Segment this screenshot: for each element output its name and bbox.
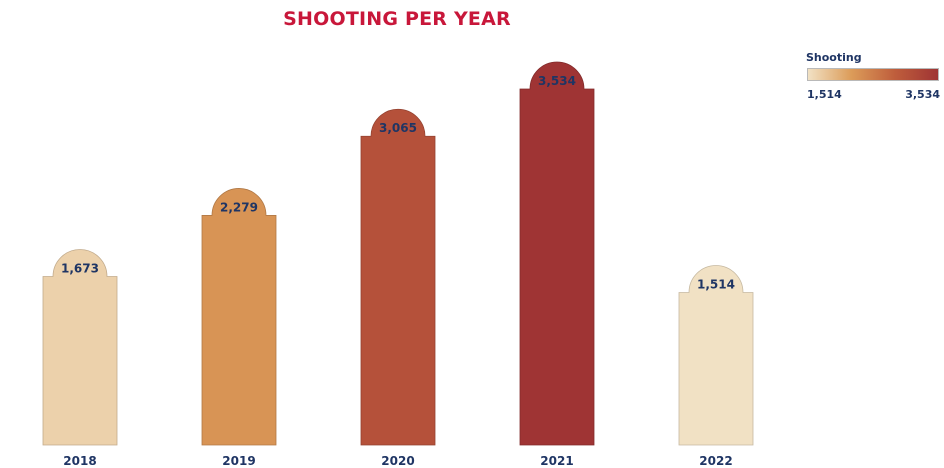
bar-2019[interactable] — [201, 188, 277, 446]
x-tick-2021: 2021 — [540, 454, 573, 468]
legend-gradient-bar — [807, 68, 939, 81]
value-label-2018: 1,673 — [61, 261, 99, 275]
value-label-2019: 2,279 — [220, 200, 258, 214]
legend-min-label: 1,514 — [807, 88, 842, 101]
bar-2020[interactable] — [360, 108, 436, 446]
value-label-2020: 3,065 — [379, 121, 417, 135]
bar-2018[interactable] — [42, 249, 118, 446]
x-tick-2019: 2019 — [222, 454, 255, 468]
value-label-2022: 1,514 — [697, 277, 735, 291]
x-axis-ticks: 2018 2019 2020 2021 2022 — [63, 454, 732, 468]
color-legend: Shooting 1,514 3,534 — [806, 51, 940, 103]
value-label-2021: 3,534 — [538, 74, 576, 88]
legend-max-label: 3,534 — [905, 88, 940, 101]
bar-2022[interactable] — [678, 265, 754, 446]
x-tick-2022: 2022 — [699, 454, 732, 468]
chart-title: SHOOTING PER YEAR — [283, 8, 511, 30]
labels-layer: 1,673 2,279 3,065 3,534 1,514 — [61, 74, 735, 291]
x-tick-2020: 2020 — [381, 454, 414, 468]
legend-title: Shooting — [806, 51, 862, 64]
bars-layer — [42, 61, 754, 446]
bar-2021[interactable] — [519, 61, 595, 446]
x-tick-2018: 2018 — [63, 454, 96, 468]
